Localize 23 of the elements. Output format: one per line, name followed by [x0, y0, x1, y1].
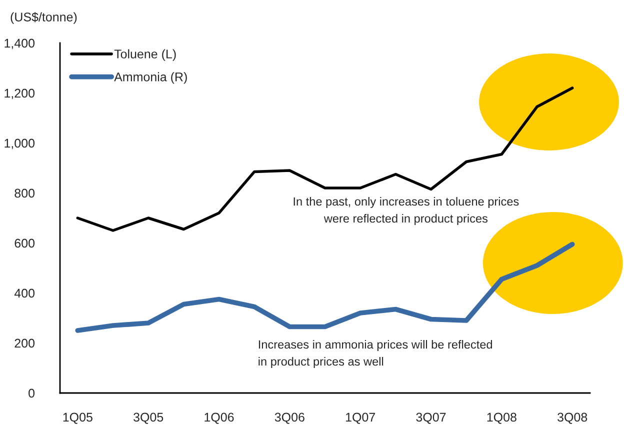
y-tick-label: 1,400: [4, 38, 35, 50]
y-axis-title: (US$/tonne): [10, 12, 77, 24]
annotation: Increases in ammonia prices will be reflected in product prices as well: [258, 340, 492, 368]
line-series: [76, 86, 574, 232]
line-series: [75, 242, 575, 333]
x-tick-label: 3Q05: [134, 412, 164, 424]
x-tick-label: 3Q08: [558, 412, 588, 424]
y-tick-label: 0: [28, 388, 35, 398]
x-tick-label: 1Q06: [204, 412, 234, 424]
legend-label: Toluene (L): [114, 49, 176, 61]
x-tick-label: 3Q06: [274, 412, 304, 424]
y-tick-label: 200: [14, 338, 35, 348]
x-tick-label: 1Q05: [63, 412, 92, 424]
legend-label: Ammonia (R): [114, 72, 187, 84]
x-tick-label: 1Q07: [346, 412, 375, 424]
x-tick-label: 1Q08: [487, 412, 516, 424]
x-tick-label: 3Q07: [416, 412, 446, 424]
y-tick-label: 1,200: [4, 88, 35, 100]
annotation: In the past, only increases in toluene prices were reflected in product prices: [294, 197, 519, 225]
y-tick-label: 800: [14, 188, 35, 198]
y-tick-label: 400: [14, 288, 35, 298]
y-tick-label: 1,000: [4, 138, 35, 150]
y-tick-label: 600: [14, 238, 35, 248]
